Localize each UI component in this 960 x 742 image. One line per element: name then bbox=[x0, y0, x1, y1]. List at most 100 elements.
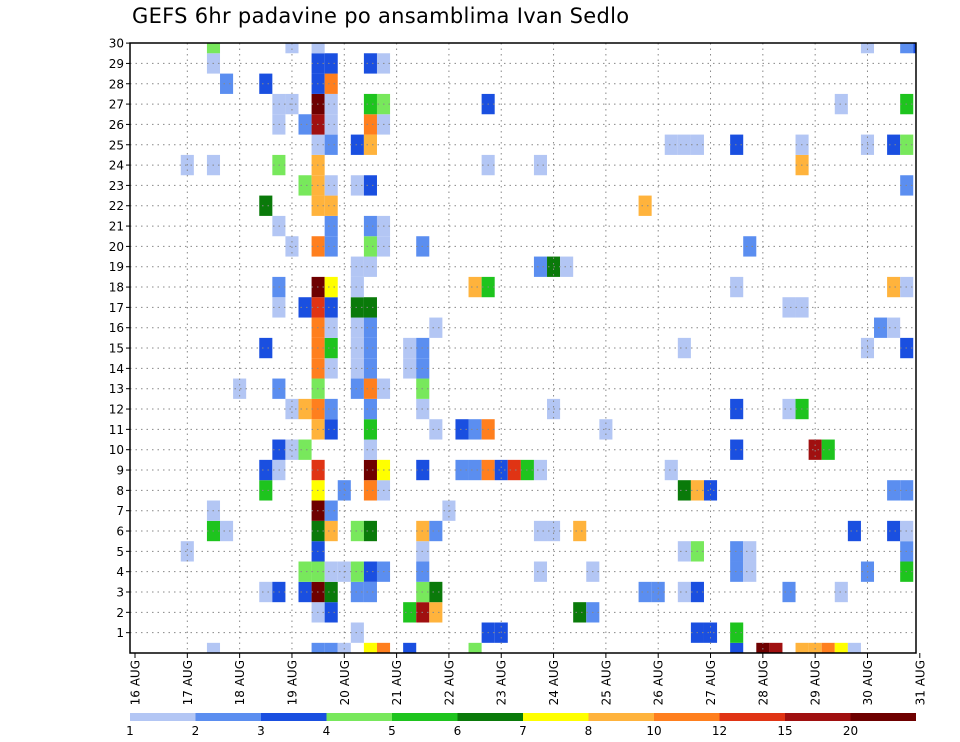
heatmap-cell bbox=[821, 439, 835, 460]
heatmap-cell bbox=[429, 317, 443, 338]
heatmap-cell bbox=[259, 581, 273, 603]
heatmap-cells bbox=[180, 43, 916, 653]
colorbar-label: 1 bbox=[126, 724, 134, 738]
colorbar-swatch bbox=[195, 713, 261, 721]
colorbar-label: 2 bbox=[192, 724, 200, 738]
heatmap-cell bbox=[403, 602, 417, 623]
colorbar-label: 20 bbox=[843, 724, 858, 738]
y-tick-label: 16 bbox=[109, 321, 124, 335]
heatmap-cell bbox=[429, 520, 443, 542]
heatmap-cell bbox=[730, 642, 744, 653]
heatmap-cell bbox=[507, 459, 521, 481]
heatmap-cell bbox=[756, 642, 770, 653]
heatmap-cell bbox=[285, 439, 299, 460]
heatmap-cell bbox=[730, 561, 744, 582]
heatmap-cell bbox=[324, 215, 338, 237]
heatmap-cell bbox=[220, 520, 234, 542]
x-tick-label: 23 AUG bbox=[495, 660, 509, 705]
heatmap-cell bbox=[677, 134, 691, 155]
heatmap-cell bbox=[324, 236, 338, 257]
y-tick-label: 26 bbox=[109, 118, 124, 132]
heatmap-cell bbox=[285, 43, 299, 54]
heatmap-cell bbox=[533, 154, 548, 176]
y-tick-label: 25 bbox=[109, 138, 124, 152]
heatmap-cell bbox=[324, 73, 338, 94]
colorbar-swatch bbox=[457, 713, 523, 721]
heatmap-cell bbox=[324, 398, 338, 420]
heatmap-cell bbox=[350, 561, 364, 582]
heatmap-cell bbox=[298, 297, 312, 318]
heatmap-cell bbox=[664, 459, 678, 481]
heatmap-cell bbox=[311, 642, 325, 653]
y-tick-label: 12 bbox=[109, 403, 124, 417]
heatmap-cell bbox=[350, 378, 364, 399]
heatmap-cell bbox=[730, 541, 744, 562]
heatmap-cell bbox=[298, 581, 312, 603]
heatmap-cell bbox=[324, 134, 338, 155]
heatmap-cell bbox=[324, 642, 338, 653]
x-tick-label: 27 AUG bbox=[704, 660, 718, 705]
chart-title: GEFS 6hr padavine po ansamblima Ivan Sed… bbox=[132, 4, 630, 28]
heatmap-cell bbox=[860, 43, 875, 54]
colorbar-label: 10 bbox=[646, 724, 661, 738]
heatmap-cell bbox=[363, 378, 377, 399]
heatmap-cell bbox=[324, 93, 338, 115]
heatmap-cell bbox=[834, 93, 848, 115]
heatmap-cell bbox=[363, 175, 377, 196]
heatmap-cell bbox=[324, 337, 338, 359]
heatmap-cell bbox=[324, 602, 338, 623]
heatmap-cell bbox=[782, 297, 796, 318]
heatmap-cell bbox=[573, 520, 587, 542]
colorbar-swatch bbox=[850, 713, 916, 721]
heatmap-cell bbox=[468, 276, 482, 298]
heatmap-cell bbox=[363, 642, 377, 653]
heatmap-cell bbox=[900, 43, 914, 54]
colorbar-label: 6 bbox=[454, 724, 462, 738]
x-tick-label: 30 AUG bbox=[861, 660, 875, 705]
heatmap-cell bbox=[311, 43, 325, 54]
heatmap-cell bbox=[363, 337, 377, 359]
heatmap-cell bbox=[350, 520, 364, 542]
x-tick-label: 28 AUG bbox=[756, 660, 770, 705]
heatmap-cell bbox=[743, 561, 757, 582]
y-tick-label: 2 bbox=[116, 606, 124, 620]
y-tick-label: 3 bbox=[116, 586, 124, 600]
heatmap-cell bbox=[363, 581, 377, 603]
colorbar-swatch bbox=[392, 713, 458, 721]
y-tick-label: 29 bbox=[109, 57, 124, 71]
heatmap-cell bbox=[350, 256, 364, 277]
heatmap-cell bbox=[455, 459, 469, 481]
heatmap-cell bbox=[664, 134, 678, 155]
x-tick-label: 24 AUG bbox=[547, 660, 561, 705]
y-tick-label: 13 bbox=[109, 382, 124, 396]
heatmap-cell bbox=[363, 114, 377, 135]
heatmap-cell bbox=[298, 398, 312, 420]
heatmap-cell bbox=[533, 256, 548, 277]
heatmap-cell bbox=[259, 73, 273, 94]
colorbar-swatch bbox=[523, 713, 589, 721]
heatmap-cell bbox=[638, 195, 652, 216]
heatmap-cell bbox=[363, 53, 377, 74]
heatmap-cell bbox=[834, 642, 848, 653]
x-tick-label: 18 AUG bbox=[233, 660, 247, 705]
y-tick-label: 30 bbox=[109, 37, 124, 51]
heatmap-cell bbox=[533, 561, 548, 582]
x-tick-label: 31 AUG bbox=[913, 660, 927, 705]
heatmap-cell bbox=[324, 114, 338, 135]
y-tick-label: 8 bbox=[116, 484, 124, 498]
heatmap-cell bbox=[455, 419, 469, 440]
heatmap-cell bbox=[363, 317, 377, 338]
heatmap-cell bbox=[769, 642, 783, 653]
y-tick-label: 18 bbox=[109, 281, 124, 295]
heatmap-cell bbox=[795, 642, 809, 653]
heatmap-cell bbox=[782, 398, 796, 420]
colorbar-label: 15 bbox=[777, 724, 792, 738]
heatmap-cell bbox=[403, 358, 417, 379]
y-tick-label: 5 bbox=[116, 545, 124, 559]
y-tick-label: 20 bbox=[109, 240, 124, 254]
heatmap-cell bbox=[324, 500, 338, 521]
heatmap-cell bbox=[363, 256, 377, 277]
heatmap-cell bbox=[233, 378, 247, 399]
heatmap-cell bbox=[887, 276, 901, 298]
heatmap-cell bbox=[468, 459, 482, 481]
